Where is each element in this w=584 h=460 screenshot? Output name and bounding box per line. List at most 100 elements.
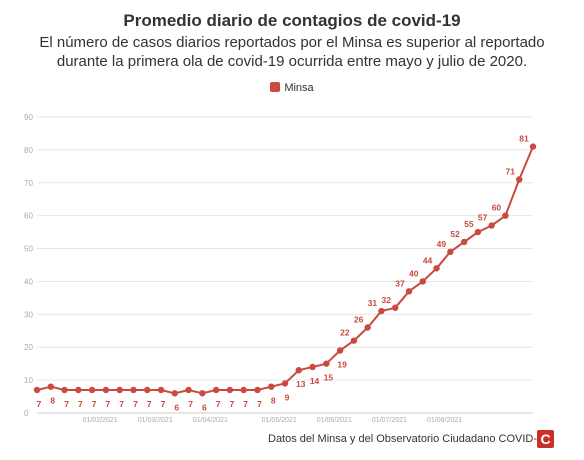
x-tick-label: 01/02/2021 <box>83 417 118 424</box>
data-label: 8 <box>271 396 276 406</box>
data-point <box>529 143 537 150</box>
data-label: 7 <box>92 399 97 409</box>
data-label: 31 <box>368 298 378 308</box>
data-label: 7 <box>64 399 69 409</box>
data-point <box>240 386 247 394</box>
data-point <box>75 386 82 394</box>
legend[interactable]: Minsa <box>0 82 584 94</box>
data-label: 60 <box>492 203 502 213</box>
data-label: 7 <box>243 399 248 409</box>
x-tick-label: 01/05/2021 <box>262 417 297 424</box>
data-point <box>212 386 220 394</box>
data-point <box>433 265 440 272</box>
data-label: 7 <box>216 399 221 409</box>
data-point <box>378 307 385 315</box>
data-point <box>474 228 482 236</box>
x-tick-label: 01/07/2021 <box>372 417 407 424</box>
data-label: 7 <box>147 399 152 409</box>
data-point <box>323 360 330 367</box>
legend-label: Minsa <box>284 82 314 94</box>
data-point <box>61 386 68 394</box>
brand-logo-icon[interactable]: C <box>537 430 554 448</box>
y-tick-label: 80 <box>24 146 33 155</box>
data-point <box>226 386 234 394</box>
data-point <box>157 386 165 394</box>
x-tick-label: 01/03/2021 <box>138 417 173 424</box>
data-label: 7 <box>230 399 235 409</box>
source-note: Datos del Minsa y del Observatorio Ciuda… <box>268 433 553 445</box>
data-label: 7 <box>133 399 138 409</box>
y-tick-label: 90 <box>24 113 33 122</box>
data-label: 44 <box>423 255 433 265</box>
data-point <box>281 380 289 387</box>
data-point <box>33 386 41 394</box>
data-label: 6 <box>202 402 207 412</box>
data-point <box>309 363 316 371</box>
x-axis-ticks: 01/02/2021 01/03/2021 01/04/2021 01/05/2021… <box>83 417 463 424</box>
series-line <box>36 146 534 395</box>
chart-title: Promedio diario de contagios de covid-19 <box>123 11 461 30</box>
data-point <box>405 288 413 295</box>
data-label: 52 <box>450 229 460 239</box>
data-label: 7 <box>78 399 83 409</box>
data-point <box>268 383 275 390</box>
data-label: 9 <box>285 392 290 402</box>
data-label: 26 <box>354 314 364 324</box>
data-label: 55 <box>464 219 474 229</box>
data-label: 14 <box>310 376 320 386</box>
data-point <box>460 238 468 246</box>
data-label: 40 <box>409 268 419 278</box>
y-tick-label: 20 <box>24 343 33 352</box>
data-label: 7 <box>188 399 193 409</box>
y-tick-label: 10 <box>24 376 33 385</box>
y-tick-label: 30 <box>24 310 33 319</box>
y-tick-label: 60 <box>24 212 33 221</box>
data-label: 13 <box>296 379 306 389</box>
data-point <box>350 337 358 344</box>
data-label: 49 <box>437 239 447 249</box>
x-tick-label: 01/04/2021 <box>193 417 228 424</box>
data-point <box>116 386 123 394</box>
legend-swatch <box>270 82 281 92</box>
data-label: 37 <box>395 278 405 288</box>
data-label: 6 <box>174 402 179 412</box>
data-point <box>130 386 137 394</box>
chart-subtitle: El número de casos diarios reportados po… <box>39 34 545 70</box>
data-label: 7 <box>161 399 166 409</box>
data-label: 8 <box>50 396 55 406</box>
data-point <box>88 386 96 394</box>
y-tick-label: 0 <box>24 409 29 418</box>
data-point <box>447 248 454 256</box>
data-point <box>502 212 509 219</box>
data-point <box>144 386 151 394</box>
data-point <box>295 367 302 374</box>
data-point <box>102 386 110 394</box>
data-point <box>364 324 371 331</box>
data-point <box>419 278 426 285</box>
data-label: 7 <box>119 399 124 409</box>
data-label: 57 <box>478 213 488 223</box>
data-label: 32 <box>381 295 391 305</box>
data-point <box>171 390 178 397</box>
y-tick-label: 70 <box>24 179 33 188</box>
x-tick-label: 01/08/2021 <box>427 417 462 424</box>
y-tick-label: 40 <box>24 277 33 286</box>
y-axis-ticks: 0 10 20 30 40 50 60 70 80 90 <box>24 113 33 418</box>
data-label: 7 <box>37 399 42 409</box>
data-point <box>488 222 495 229</box>
data-label: 7 <box>257 399 262 409</box>
y-tick-label: 50 <box>24 245 33 254</box>
grid-lines <box>37 116 533 414</box>
data-point <box>254 386 261 394</box>
data-point <box>336 347 344 354</box>
data-point <box>199 390 206 397</box>
data-point <box>516 176 523 183</box>
data-point <box>185 386 192 394</box>
data-label: 71 <box>505 166 515 176</box>
x-tick-label: 01/06/2021 <box>317 417 352 424</box>
series-minsa <box>33 143 537 397</box>
data-label: 22 <box>340 328 350 338</box>
data-label: 19 <box>337 360 347 370</box>
